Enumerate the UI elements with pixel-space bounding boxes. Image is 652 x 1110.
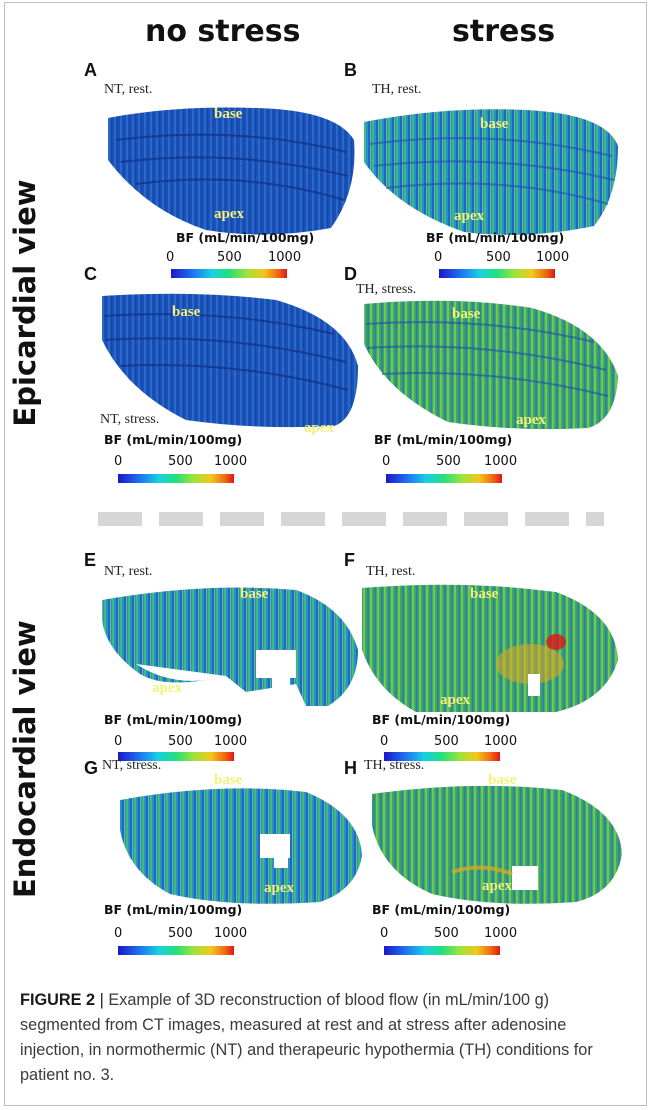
colorbar-title: BF (mL/min/100mg) <box>372 902 511 917</box>
apex-label: apex <box>454 208 484 224</box>
endocardial-heart-image <box>362 584 618 712</box>
colorbar-tick-0: 0 <box>166 250 175 265</box>
colorbar-tick-500: 500 <box>168 454 193 469</box>
colorbar <box>118 946 234 955</box>
panel-letter: G <box>84 758 99 778</box>
colorbar <box>439 269 555 278</box>
epicardial-heart-image <box>364 300 618 430</box>
panel-c: C base NT, stress. apex BF (mL/min/100mg… <box>84 264 366 510</box>
colorbar-title: BF (mL/min/100mg) <box>176 230 315 245</box>
colorbar-tick-0: 0 <box>382 454 391 469</box>
colorbar-tick-1000: 1000 <box>214 926 248 941</box>
colorbar-tick-500: 500 <box>168 926 193 941</box>
apex-label: apex <box>440 692 470 708</box>
endocardial-heart-image <box>120 788 362 904</box>
colorbar-title: BF (mL/min/100mg) <box>104 712 243 727</box>
apex-label: apex <box>214 206 244 222</box>
panel-letter: H <box>344 758 357 778</box>
panel-letter: C <box>84 264 97 284</box>
panel-condition-label: NT, stress. <box>102 758 162 773</box>
panel-h: H TH, stress. base apex BF (mL/min/100mg… <box>344 758 626 1002</box>
column-header-no-stress: no stress <box>145 14 301 49</box>
apex-label: apex <box>482 878 512 894</box>
figure-caption: FIGURE 2 | Example of 3D reconstruction … <box>20 988 632 1088</box>
row-header-endocardial: Endocardial view <box>8 620 42 898</box>
colorbar <box>384 752 500 761</box>
colorbar-title: BF (mL/min/100mg) <box>374 432 513 447</box>
panel-g: G NT, stress. base apex BF (mL/min/100mg… <box>84 758 366 1002</box>
colorbar-tick-1000: 1000 <box>484 734 518 749</box>
panel-letter: D <box>344 264 357 284</box>
column-header-stress: stress <box>452 14 556 49</box>
colorbar-tick-0: 0 <box>380 734 389 749</box>
colorbar-tick-1000: 1000 <box>268 250 302 265</box>
colorbar-title: BF (mL/min/100mg) <box>104 902 243 917</box>
apex-label: apex <box>264 880 294 896</box>
colorbar-tick-0: 0 <box>114 926 123 941</box>
colorbar-tick-1000: 1000 <box>484 454 518 469</box>
colorbar <box>384 946 500 955</box>
panel-f: F TH, rest. base apex BF (mL/min/100mg) … <box>344 550 626 792</box>
figure-frame <box>4 2 647 1106</box>
colorbar-tick-1000: 1000 <box>536 250 570 265</box>
colorbar-tick-500: 500 <box>434 734 459 749</box>
colorbar <box>118 752 234 761</box>
panel-condition-label: NT, rest. <box>104 564 153 579</box>
view-divider <box>98 512 604 526</box>
colorbar-tick-500: 500 <box>486 250 511 265</box>
epicardial-heart-image <box>364 109 618 235</box>
colorbar-tick-500: 500 <box>168 734 193 749</box>
panel-condition-label: NT, stress. <box>100 412 160 427</box>
panel-condition-label: TH, stress. <box>364 758 425 773</box>
colorbar-tick-500: 500 <box>217 250 242 265</box>
base-label: base <box>480 116 509 132</box>
row-header-epicardial: Epicardial view <box>8 179 42 427</box>
panel-letter: A <box>84 60 97 80</box>
colorbar-tick-0: 0 <box>114 454 123 469</box>
apex-label: apex <box>304 420 334 436</box>
panel-b: B TH, rest. base apex BF (mL/min/100mg) … <box>344 60 626 300</box>
colorbar-title: BF (mL/min/100mg) <box>426 230 565 245</box>
colorbar <box>171 269 287 278</box>
base-label: base <box>214 106 243 122</box>
colorbar-tick-1000: 1000 <box>484 926 518 941</box>
panel-condition-label: TH, rest. <box>372 82 422 97</box>
base-label: base <box>470 586 499 602</box>
colorbar-title: BF (mL/min/100mg) <box>372 712 511 727</box>
colorbar-tick-0: 0 <box>380 926 389 941</box>
colorbar-tick-1000: 1000 <box>214 734 248 749</box>
panel-e: E NT, rest. base apex BF (mL/min/100mg) … <box>84 550 366 792</box>
panel-condition-label: TH, rest. <box>366 564 416 579</box>
endocardial-heart-image <box>102 587 358 706</box>
apex-label: apex <box>152 680 182 696</box>
colorbar-tick-0: 0 <box>114 734 123 749</box>
panel-condition-label: NT, rest. <box>104 82 153 97</box>
colorbar <box>386 474 502 483</box>
panel-letter: E <box>84 550 97 570</box>
figure-label: FIGURE 2 <box>20 991 96 1009</box>
caption-text: Example of 3D reconstruction of blood fl… <box>20 991 593 1084</box>
base-label: base <box>172 304 201 320</box>
panel-letter: F <box>344 550 355 570</box>
colorbar-title: BF (mL/min/100mg) <box>104 432 243 447</box>
colorbar <box>118 474 234 483</box>
panel-letter: B <box>344 60 357 80</box>
apex-label: apex <box>516 412 546 428</box>
endocardial-heart-image <box>372 785 622 904</box>
colorbar-tick-0: 0 <box>434 250 443 265</box>
panel-a: A NT, rest. base apex BF (mL/min/100mg) … <box>84 60 366 300</box>
epicardial-heart-image <box>108 107 355 235</box>
colorbar-tick-1000: 1000 <box>214 454 248 469</box>
epicardial-heart-image <box>102 293 358 428</box>
panel-condition-label: TH, stress. <box>356 282 417 297</box>
colorbar-tick-500: 500 <box>436 454 461 469</box>
panel-d: D TH, stress. base apex BF (mL/min/100mg… <box>344 264 626 510</box>
base-label: base <box>240 586 269 602</box>
caption-separator: | <box>95 991 109 1009</box>
base-label: base <box>214 772 243 788</box>
base-label: base <box>488 772 517 788</box>
base-label: base <box>452 306 481 322</box>
colorbar-tick-500: 500 <box>434 926 459 941</box>
